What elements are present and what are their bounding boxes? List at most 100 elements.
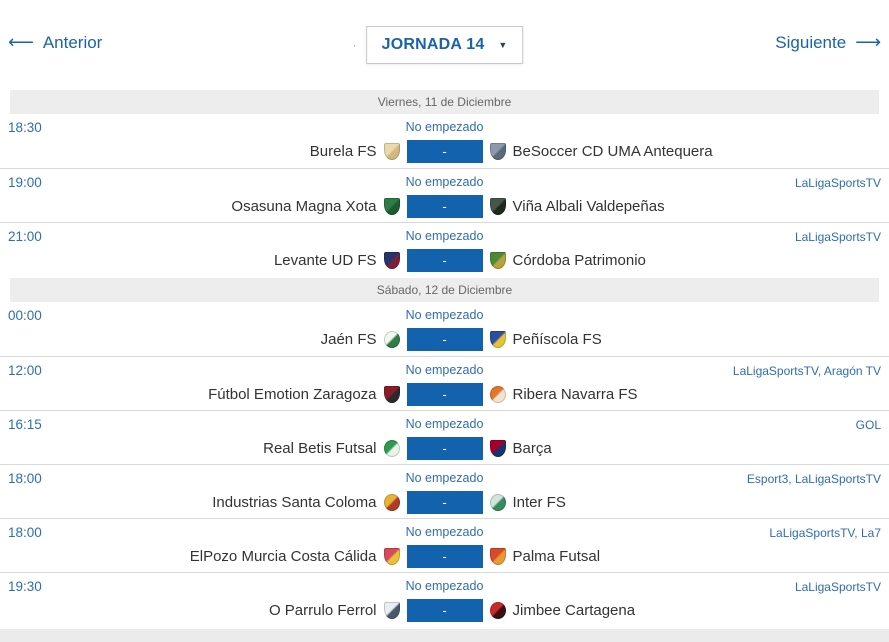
away-team-name: Peñíscola FS	[512, 331, 602, 348]
match-line: Industrias Santa Coloma - Inter FS	[0, 491, 889, 514]
match-line: Osasuna Magna Xota - Viña Albali Valdepe…	[0, 195, 889, 218]
match-line: O Parrulo Ferrol - Jimbee Cartagena	[0, 599, 889, 622]
home-side: Osasuna Magna Xota	[0, 198, 407, 215]
match-row[interactable]: 19:30 No empezado LaLigaSportsTV O Parru…	[0, 572, 889, 626]
kickoff-time: 00:00	[8, 308, 42, 323]
away-team-name: Palma Futsal	[512, 548, 601, 565]
match-row[interactable]: 19:00 No empezado LaLigaSportsTV Osasuna…	[0, 168, 889, 222]
away-team-name: Córdoba Patrimonio	[512, 252, 646, 269]
jornada-dropdown-value: JORNADA 14	[381, 36, 485, 53]
ribera-navarra-badge	[489, 386, 506, 403]
match-row[interactable]: 12:00 No empezado LaLigaSportsTV, Aragón…	[0, 356, 889, 410]
match-status: No empezado	[405, 525, 484, 539]
home-team-name: Industrias Santa Coloma	[212, 494, 377, 511]
kickoff-time: 18:00	[8, 471, 42, 486]
match-row[interactable]: 00:00 No empezado Jaén FS - Peñíscola FS	[0, 302, 889, 356]
right-arrow-icon: ⟶	[855, 32, 881, 53]
page-bottom-strip	[0, 629, 889, 642]
home-side: Burela FS	[0, 143, 407, 160]
previous-round-label: Anterior	[42, 33, 103, 52]
match-line: Jaén FS - Peñíscola FS	[0, 328, 889, 351]
match-line: Real Betis Futsal - Barça	[0, 437, 889, 460]
away-side: Ribera Navarra FS	[483, 386, 889, 403]
score-value: -	[442, 199, 447, 214]
kickoff-time: 18:30	[8, 120, 42, 135]
away-side: Palma Futsal	[483, 548, 889, 565]
match-status: No empezado	[405, 363, 484, 377]
home-team-name: Fútbol Emotion Zaragoza	[208, 386, 377, 403]
fixtures-list: Viernes, 11 de Diciembre 18:30 No empeza…	[0, 90, 889, 626]
match-status: No empezado	[405, 175, 484, 189]
home-team-name: Jaén FS	[320, 331, 377, 348]
home-team-name: Burela FS	[309, 143, 377, 160]
home-team-name: Real Betis Futsal	[263, 440, 377, 457]
match-row[interactable]: 18:30 No empezado Burela FS - BeSoccer C…	[0, 114, 889, 168]
round-selector-wrap: · JORNADA 14 ▼	[353, 26, 524, 64]
peniscola-fs-badge	[489, 331, 506, 348]
score-box[interactable]: -	[406, 383, 483, 406]
cordoba-patrimonio-badge	[489, 252, 506, 269]
score-box[interactable]: -	[406, 249, 483, 272]
away-team-name: Viña Albali Valdepeñas	[512, 198, 665, 215]
jaen-fs-badge	[383, 331, 400, 348]
kickoff-time: 19:00	[8, 175, 42, 190]
score-box[interactable]: -	[406, 328, 483, 351]
match-status: No empezado	[405, 417, 484, 431]
match-status: No empezado	[405, 579, 484, 593]
date-section-rows: 00:00 No empezado Jaén FS - Peñíscola FS…	[0, 302, 889, 626]
kickoff-time: 16:15	[8, 417, 42, 432]
home-side: Fútbol Emotion Zaragoza	[0, 386, 407, 403]
next-round-label: Siguiente	[775, 33, 847, 52]
match-row[interactable]: 18:00 No empezado Esport3, LaLigaSportsT…	[0, 464, 889, 518]
santa-coloma-badge	[383, 494, 400, 511]
date-label: Sábado, 12 de Diciembre	[376, 283, 513, 297]
home-team-name: Osasuna Magna Xota	[231, 198, 377, 215]
score-box[interactable]: -	[406, 491, 483, 514]
away-side: Peñíscola FS	[483, 331, 889, 348]
score-value: -	[442, 549, 447, 564]
dot-separator: ·	[352, 40, 357, 52]
score-box[interactable]: -	[406, 599, 483, 622]
osasuna-magna-badge	[383, 198, 400, 215]
home-team-name: O Parrulo Ferrol	[268, 602, 377, 619]
away-team-name: Barça	[512, 440, 552, 457]
score-value: -	[442, 144, 447, 159]
match-row[interactable]: 18:00 No empezado LaLigaSportsTV, La7 El…	[0, 518, 889, 572]
match-status: No empezado	[405, 120, 484, 134]
score-value: -	[442, 603, 447, 618]
away-team-name: Inter FS	[512, 494, 566, 511]
score-box[interactable]: -	[406, 437, 483, 460]
burela-fs-badge	[383, 143, 400, 160]
kickoff-time: 18:00	[8, 525, 42, 540]
match-status: No empezado	[405, 471, 484, 485]
vina-albali-badge	[489, 198, 506, 215]
kickoff-time: 21:00	[8, 229, 42, 244]
match-line: Burela FS - BeSoccer CD UMA Antequera	[0, 140, 889, 163]
score-box[interactable]: -	[406, 545, 483, 568]
match-line: Levante UD FS - Córdoba Patrimonio	[0, 249, 889, 272]
away-side: BeSoccer CD UMA Antequera	[483, 143, 889, 160]
previous-round-link[interactable]: ⟵ Anterior	[8, 33, 102, 53]
score-value: -	[442, 387, 447, 402]
tv-channels: LaLigaSportsTV	[794, 580, 881, 594]
away-team-name: Ribera Navarra FS	[512, 386, 638, 403]
score-box[interactable]: -	[406, 195, 483, 218]
home-team-name: Levante UD FS	[273, 252, 377, 269]
barca-badge	[489, 440, 506, 457]
date-section: Sábado, 12 de Diciembre 00:00 No empezad…	[0, 278, 889, 626]
left-arrow-icon: ⟵	[8, 32, 34, 53]
inter-fs-badge	[489, 494, 506, 511]
next-round-link[interactable]: Siguiente ⟶	[775, 33, 881, 53]
uma-antequera-badge	[489, 143, 506, 160]
away-side: Viña Albali Valdepeñas	[483, 198, 889, 215]
score-value: -	[442, 441, 447, 456]
tv-channels: GOL	[855, 418, 881, 432]
jornada-dropdown[interactable]: JORNADA 14 ▼	[365, 26, 524, 64]
match-row[interactable]: 16:15 No empezado GOL Real Betis Futsal …	[0, 410, 889, 464]
date-header: Viernes, 11 de Diciembre	[10, 90, 879, 114]
match-row[interactable]: 21:00 No empezado LaLigaSportsTV Levante…	[0, 222, 889, 276]
away-side: Barça	[483, 440, 889, 457]
score-box[interactable]: -	[406, 140, 483, 163]
tv-channels: LaLigaSportsTV	[794, 230, 881, 244]
